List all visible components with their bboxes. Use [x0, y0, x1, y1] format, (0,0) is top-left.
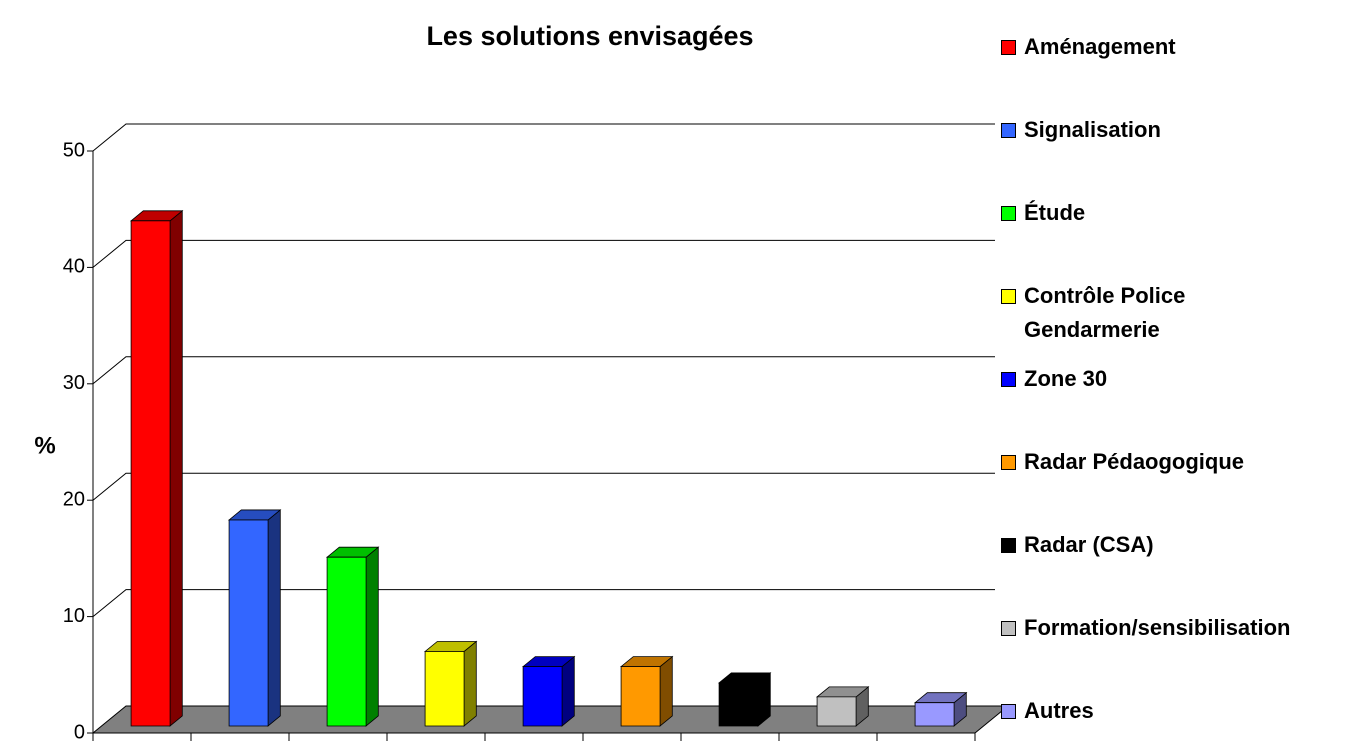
bar	[129, 209, 184, 727]
y-tick-label: 20	[63, 488, 85, 510]
legend-label: Autres	[1024, 698, 1094, 723]
bar-front	[228, 519, 269, 727]
bar	[619, 655, 674, 727]
legend-swatch	[1001, 538, 1016, 553]
bar-side	[267, 509, 281, 727]
legend-item: Radar (CSA)	[1001, 528, 1154, 562]
bar-side	[659, 655, 673, 727]
bar-front	[816, 696, 857, 727]
y-tick-label: 0	[74, 721, 85, 743]
legend-item: Aménagement	[1001, 30, 1176, 64]
legend-swatch	[1001, 704, 1016, 719]
legend-swatch	[1001, 40, 1016, 55]
legend-label: Formation/sensibilisation	[1024, 615, 1291, 640]
y-axis-label: %	[34, 432, 55, 459]
legend-item: Zone 30	[1001, 362, 1107, 396]
chart-title: Les solutions envisagées	[426, 21, 753, 51]
legend-swatch	[1001, 372, 1016, 387]
bar	[521, 655, 576, 727]
grid-line	[92, 123, 995, 152]
legend-swatch	[1001, 123, 1016, 138]
legend-label: Aménagement	[1024, 34, 1176, 59]
bar-side	[463, 640, 477, 727]
legend-item: Radar Pédaogogique	[1001, 445, 1244, 479]
legend-swatch	[1001, 455, 1016, 470]
bar	[815, 686, 870, 727]
bar-side	[561, 655, 575, 727]
legend-label: Radar (CSA)	[1024, 532, 1154, 557]
y-tick-label: 50	[63, 139, 85, 161]
legend-swatch	[1001, 206, 1016, 221]
bar-front	[914, 702, 955, 727]
bar-front	[620, 666, 661, 727]
bar	[325, 546, 380, 727]
grid-line	[92, 356, 995, 385]
bar-front	[424, 651, 465, 727]
y-tick-label: 30	[63, 372, 85, 394]
legend-item: Étude	[1001, 196, 1085, 230]
legend-label: Signalisation	[1024, 117, 1161, 142]
legend-item: Contrôle Police Gendarmerie	[1001, 279, 1185, 347]
bar-front	[718, 682, 759, 727]
y-tick-label: 10	[63, 605, 85, 627]
bar-side	[169, 209, 183, 727]
legend-label: Contrôle Police Gendarmerie	[1024, 283, 1186, 342]
y-tick-label: 40	[63, 256, 85, 278]
legend-swatch	[1001, 289, 1016, 304]
grid-line	[92, 472, 995, 501]
legend-label: Radar Pédaogogique	[1024, 449, 1245, 474]
legend-item: Autres	[1001, 694, 1094, 728]
legend-swatch	[1001, 621, 1016, 636]
bar	[913, 691, 968, 727]
bar-front	[130, 220, 171, 727]
legend-label: Étude	[1024, 200, 1086, 225]
bar-front	[522, 666, 563, 727]
grid-line	[92, 589, 995, 617]
bar	[423, 640, 478, 727]
bar	[717, 672, 772, 727]
legend-item: Signalisation	[1001, 113, 1161, 147]
legend-item: Formation/sensibilisation	[1001, 611, 1290, 645]
bar	[227, 509, 282, 727]
bar-front	[326, 556, 367, 727]
grid-line	[92, 239, 995, 268]
legend-label: Zone 30	[1024, 366, 1108, 391]
bar-side	[365, 546, 379, 727]
